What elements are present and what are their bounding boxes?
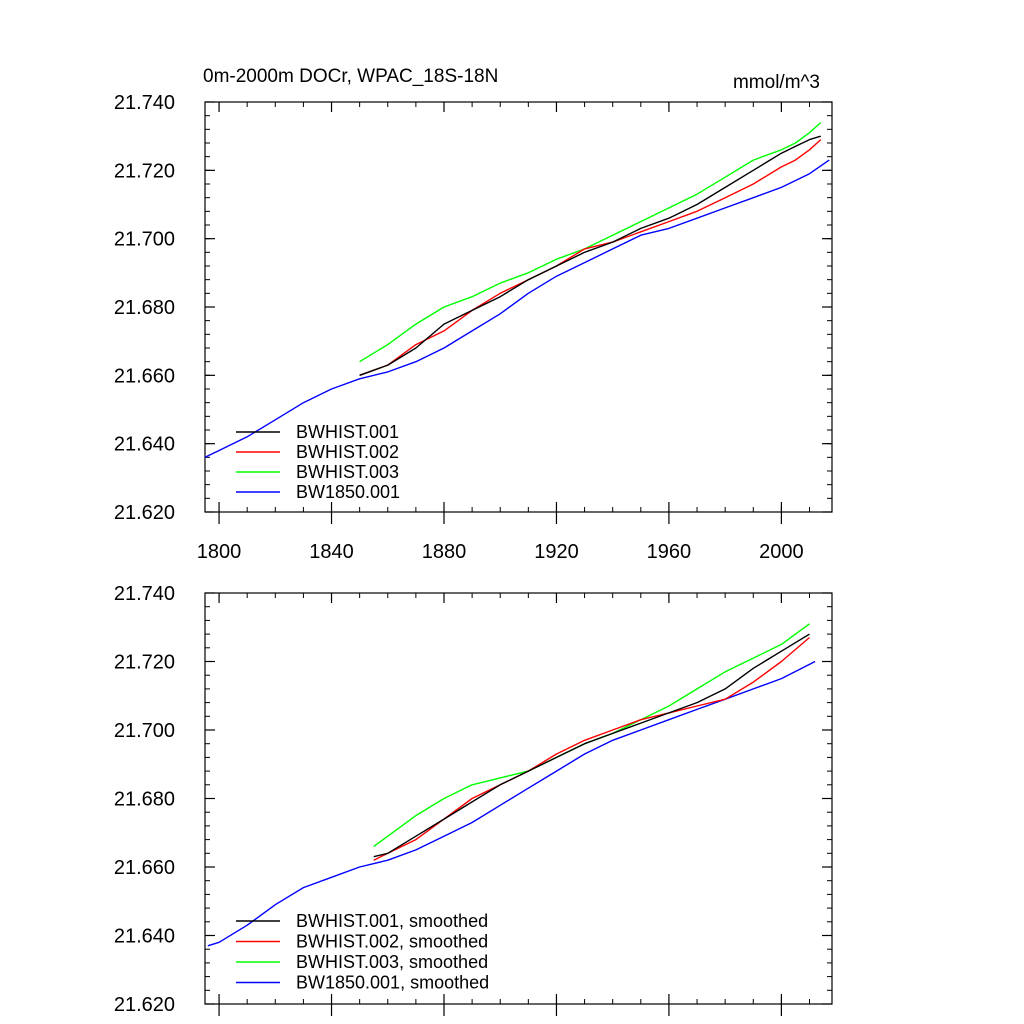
top-panel: 0m-2000m DOCr, WPAC_18S-18N mmol/m^3 21.… (114, 66, 833, 563)
series-line-bwhist-002 (359, 139, 822, 376)
y-tick-label: 21.700 (114, 229, 175, 251)
y-tick-label: 21.620 (114, 502, 175, 524)
series-line-bwhist-003-smoothed (373, 623, 810, 847)
chart-title: 0m-2000m DOCr, WPAC_18S-18N (203, 66, 498, 87)
series-line-bw1850-001 (204, 159, 830, 458)
legend-label: BWHIST.001, smoothed (296, 911, 488, 931)
legend-label: BWHIST.002, smoothed (296, 932, 488, 952)
y-tick-label: 21.740 (114, 92, 175, 114)
y-tick-label: 21.720 (114, 160, 175, 182)
series-line-bwhist-001-smoothed (373, 633, 810, 858)
y-tick-label: 21.640 (114, 926, 175, 948)
x-tick-label: 2000 (759, 541, 804, 563)
x-tick-label: 1800 (197, 541, 242, 563)
y-tick-label: 21.700 (114, 720, 175, 742)
legend-label: BWHIST.002 (296, 442, 399, 462)
legend-label: BWHIST.003 (296, 462, 399, 482)
y-tick-label: 21.620 (114, 994, 175, 1016)
x-tick-label: 1960 (647, 541, 692, 563)
series-line-bwhist-002-smoothed (373, 636, 810, 861)
bottom-panel: 21.620 21.640 21.660 21.680 21.700 21.720 21.7… (114, 583, 833, 1016)
x-tick-label: 1920 (534, 541, 579, 563)
y-tick-label: 21.680 (114, 297, 175, 319)
y-tick-label: 21.660 (114, 365, 175, 387)
y-tick-label: 21.660 (114, 857, 175, 879)
x-tick-label: 1880 (422, 541, 467, 563)
series-line-bw1850-001-smoothed (207, 660, 816, 947)
x-tick-label: 1840 (309, 541, 354, 563)
legend-label: BWHIST.003, smoothed (296, 952, 488, 972)
y-tick-label: 21.640 (114, 434, 175, 456)
y-tick-label: 21.680 (114, 789, 175, 811)
y-tick-label: 21.740 (114, 583, 175, 605)
legend-label: BW1850.001 (296, 482, 400, 502)
legend-label: BW1850.001, smoothed (296, 973, 489, 993)
legend-label: BWHIST.001 (296, 422, 399, 442)
series-line-bwhist-001 (359, 135, 822, 376)
series-line-bwhist-003 (359, 121, 822, 363)
y-tick-label: 21.720 (114, 652, 175, 674)
units-label: mmol/m^3 (733, 72, 820, 93)
